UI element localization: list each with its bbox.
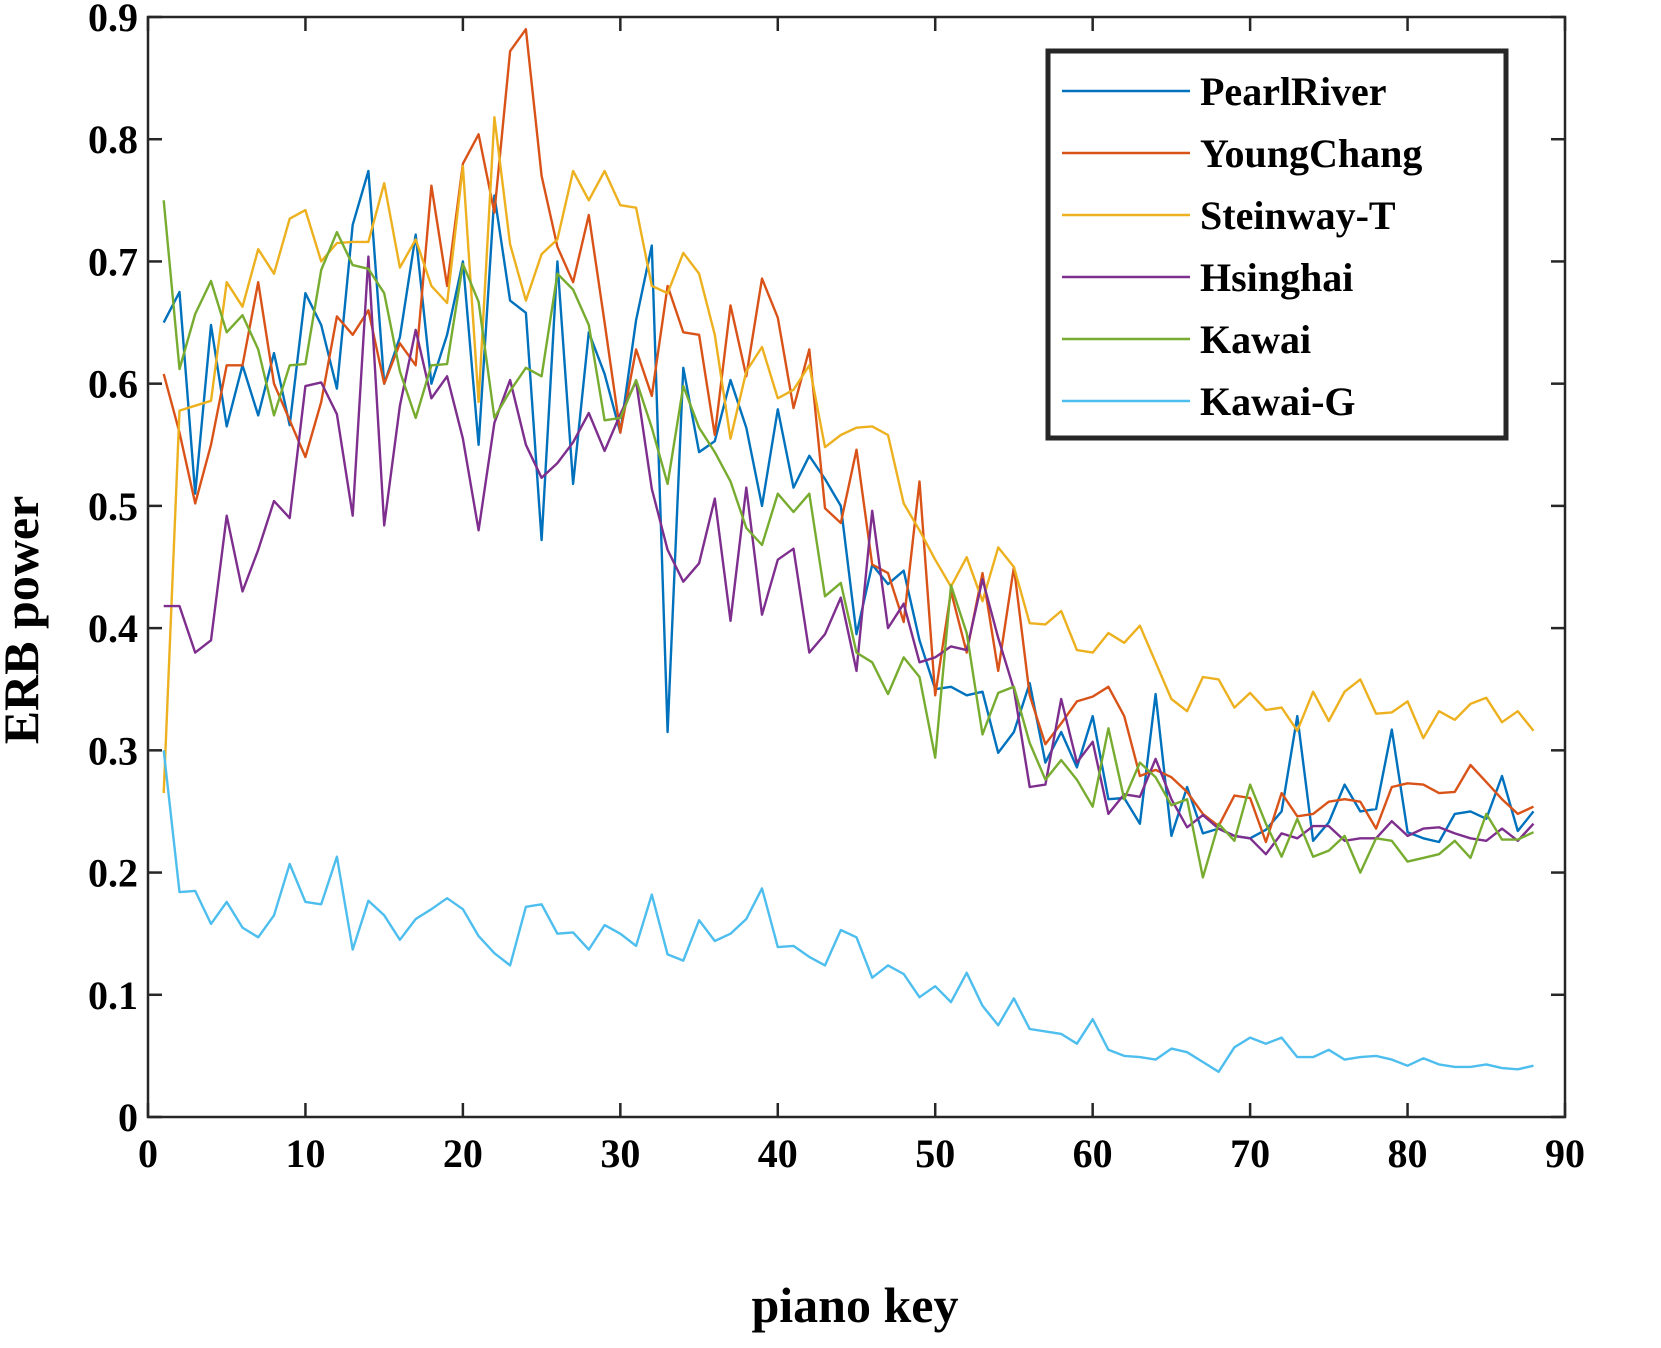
legend-label: YoungChang: [1200, 131, 1422, 176]
x-tick-label: 20: [443, 1131, 483, 1176]
x-tick-label: 90: [1545, 1131, 1585, 1176]
x-tick-label: 80: [1388, 1131, 1428, 1176]
x-tick-label: 40: [758, 1131, 798, 1176]
series-layer: [162, 28, 1535, 1074]
y-tick-label: 0.7: [88, 239, 138, 284]
y-tick-label: 0.9: [88, 0, 138, 40]
series-line-kawai-g: [162, 750, 1534, 1074]
legend-label: Hsinghai: [1200, 255, 1353, 300]
y-tick-label: 0.5: [88, 484, 138, 529]
legend-box: [1045, 48, 1509, 441]
series-line-steinway-t: [162, 115, 1535, 794]
y-tick-label: 0.4: [88, 606, 138, 651]
y-tick-label: 0: [118, 1095, 138, 1140]
y-tick-label: 0.2: [88, 851, 138, 896]
series-line-kawai: [162, 200, 1535, 879]
y-tick-label: 0.8: [88, 117, 138, 162]
x-tick-label: 60: [1073, 1131, 1113, 1176]
legend-label: PearlRiver: [1200, 69, 1387, 114]
x-tick-label: 70: [1230, 1131, 1270, 1176]
legend-label: Kawai: [1200, 317, 1311, 362]
ticks-layer: 0 10 20 30 40 50 60 70 80 90 0 0.1 0.2 0.3 0.4 0.5 0.6 0.…: [88, 0, 1585, 1176]
x-tick-label: 0: [138, 1131, 158, 1176]
y-tick-label: 0.6: [88, 362, 138, 407]
x-tick-label: 30: [600, 1131, 640, 1176]
y-tick-label: 0.1: [88, 973, 138, 1018]
y-tick-label: 0.3: [88, 728, 138, 773]
x-tick-label: 10: [285, 1131, 325, 1176]
x-tick-label: 50: [915, 1131, 955, 1176]
x-axis-label: piano key: [751, 1277, 958, 1333]
series-line-youngchang: [162, 28, 1535, 844]
legend: PearlRiver YoungChang Steinway-T Hsinghai Ka…: [1045, 48, 1509, 441]
y-axis-label: ERB power: [0, 496, 49, 745]
legend-label: Kawai-G: [1200, 379, 1356, 424]
legend-label: Steinway-T: [1200, 193, 1396, 238]
series-line-hsinghai: [163, 255, 1535, 856]
